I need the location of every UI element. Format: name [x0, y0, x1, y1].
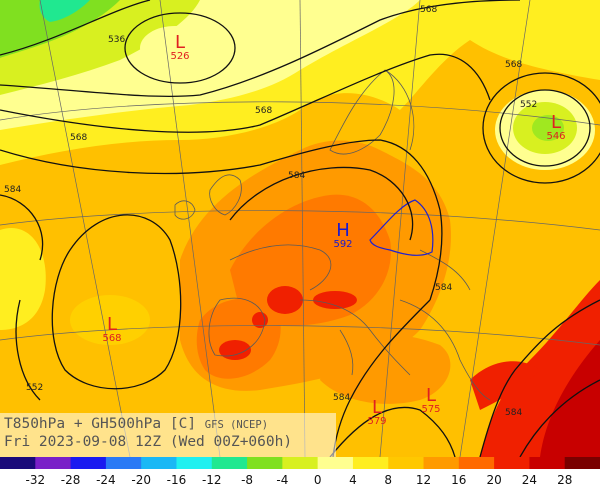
- contour-label-8: 584: [4, 185, 21, 195]
- temp-band-minus4: [0, 0, 120, 58]
- contour-label-12: 552: [26, 383, 43, 393]
- graticule: [0, 0, 600, 457]
- contour-label-1: 536: [108, 35, 125, 45]
- title-line-2: Fri 2023-09-08 12Z (Wed 00Z+060h): [4, 434, 293, 450]
- colorbar-ticks: -32 -28 -24 -20 -16 -12 -8 -4 0 4 8 12 16 20 24 28: [25, 473, 572, 487]
- contour-label-5: 568: [420, 5, 437, 15]
- colorbar-tick-label: 4: [349, 473, 357, 487]
- pressure-value-5: 579: [367, 416, 386, 427]
- colorbar-swatches: [0, 457, 600, 469]
- contour-label-7: 584: [288, 171, 305, 181]
- colorbar: -32 -28 -24 -20 -16 -12 -8 -4 0 4 8 12 16 20 24 28: [0, 457, 600, 487]
- coastlines: [174, 69, 491, 401]
- colorbar-tick-label: 24: [522, 473, 537, 487]
- cold-pool-east-core: [532, 115, 564, 141]
- cold-pool-north: [140, 26, 210, 70]
- hot-spot-2: [313, 291, 357, 309]
- pressure-value-1: 526: [170, 51, 189, 62]
- colorbar-tick-label: -12: [202, 473, 222, 487]
- title-line-1: T850hPa + GH500hPa [C] GFS (NCEP): [4, 416, 268, 432]
- contour-label-2: 552: [520, 100, 537, 110]
- colorbar-svg: -32 -28 -24 -20 -16 -12 -8 -4 0 4 8 12 16 20 24 28: [0, 457, 600, 487]
- colorbar-tick-label: -16: [167, 473, 187, 487]
- colorbar-swatch: [529, 457, 566, 469]
- colorbar-swatch: [35, 457, 72, 469]
- contour-label-9: 584: [435, 283, 452, 293]
- atlantic-band: [0, 228, 46, 330]
- pressure-value-3: 592: [333, 239, 352, 250]
- hot-spot-3: [219, 340, 251, 360]
- atlantic-low-band: [70, 295, 150, 345]
- colorbar-swatch: [352, 457, 389, 469]
- colorbar-tick-label: -24: [96, 473, 116, 487]
- colorbar-swatch: [423, 457, 460, 469]
- low-marker-2: L: [551, 112, 561, 133]
- weather-map: 536 552 568 568 568 568 584 584 584 584 …: [0, 0, 600, 457]
- colorbar-tick-label: 12: [416, 473, 431, 487]
- low-marker-6: L: [426, 385, 436, 406]
- low-marker-5: L: [372, 397, 382, 418]
- colorbar-tick-label: 16: [451, 473, 466, 487]
- colorbar-tick-label: -8: [241, 473, 253, 487]
- colorbar-tick-label: 28: [557, 473, 572, 487]
- hot-spot-1: [267, 286, 303, 314]
- contour-label-10: 584: [333, 393, 350, 403]
- contour-label-11: 584: [505, 408, 522, 418]
- colorbar-swatch: [388, 457, 425, 469]
- pressure-value-4: 568: [102, 333, 121, 344]
- colorbar-swatch: [0, 457, 36, 469]
- contour-label-4: 568: [255, 106, 272, 116]
- colorbar-swatch: [247, 457, 283, 469]
- title-box: [0, 413, 336, 457]
- colorbar-swatch: [458, 457, 495, 469]
- high-marker-3: H: [336, 220, 350, 241]
- colorbar-swatch: [141, 457, 177, 469]
- contour-label-6: 568: [505, 60, 522, 70]
- title-product: T850hPa + GH500hPa [C]: [4, 416, 197, 432]
- colorbar-swatch: [105, 457, 142, 469]
- colorbar-swatch: [70, 457, 107, 469]
- colorbar-swatch: [317, 457, 354, 469]
- pressure-value-6: 575: [421, 404, 440, 415]
- colorbar-swatch: [282, 457, 319, 469]
- temp-band-minus8: [39, 0, 90, 22]
- colorbar-swatch: [176, 457, 213, 469]
- map-canvas: 536 552 568 568 568 568 584 584 584 584 …: [0, 0, 600, 457]
- pressure-value-2: 546: [546, 131, 565, 142]
- colorbar-swatch: [564, 457, 600, 469]
- med-band: [320, 333, 451, 404]
- colorbar-tick-label: -32: [25, 473, 45, 487]
- region-border: [369, 199, 434, 256]
- colorbar-tick-label: 20: [486, 473, 501, 487]
- low-marker-1: L: [175, 32, 185, 53]
- colorbar-swatch: [494, 457, 530, 469]
- title-source: GFS (NCEP): [204, 419, 269, 431]
- colorbar-tick-label: 0: [314, 473, 322, 487]
- colorbar-swatch: [211, 457, 248, 469]
- colorbar-tick-label: 8: [384, 473, 392, 487]
- low-marker-4: L: [107, 314, 117, 335]
- contour-label-3: 568: [70, 133, 87, 143]
- colorbar-tick-label: -20: [131, 473, 151, 487]
- colorbar-tick-label: -4: [276, 473, 288, 487]
- geopotential-contours: [0, 0, 600, 457]
- colorbar-tick-label: -28: [61, 473, 81, 487]
